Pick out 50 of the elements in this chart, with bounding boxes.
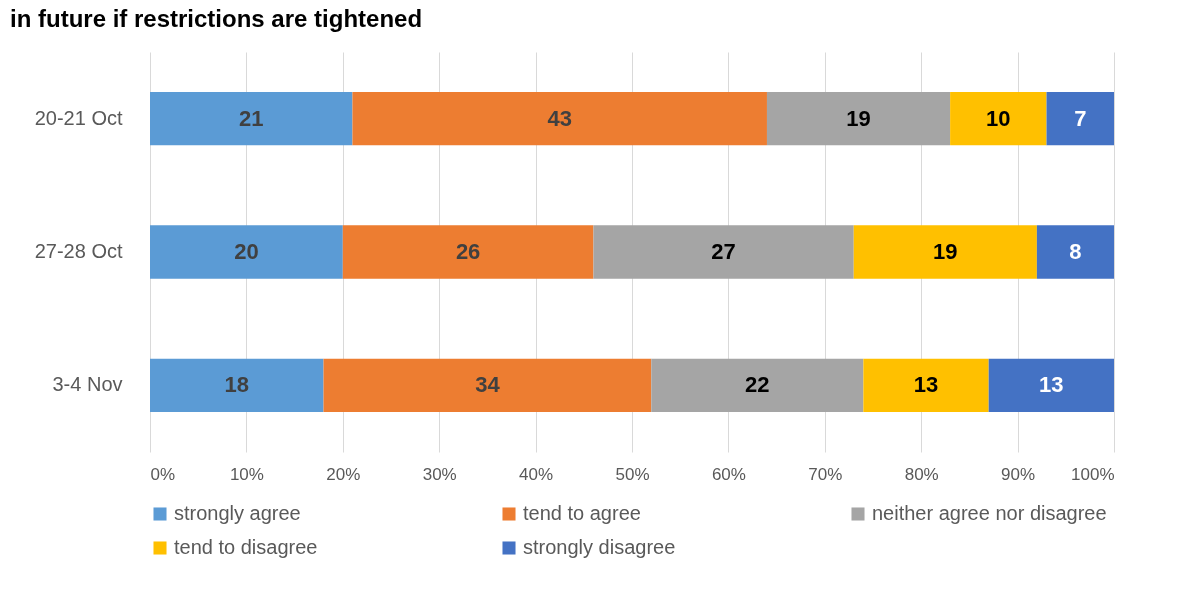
data-label: 20 <box>234 239 259 264</box>
legend-label: tend to disagree <box>174 536 318 558</box>
data-label: 19 <box>846 105 871 131</box>
data-label: 13 <box>913 372 939 398</box>
bar <box>150 358 324 412</box>
x-tick-label: 10% <box>229 464 264 484</box>
data-label: 26 <box>455 239 481 264</box>
x-tick-label: 40% <box>519 464 554 484</box>
bar <box>342 225 594 279</box>
bar <box>853 225 1037 279</box>
x-tick-label: 30% <box>422 464 457 484</box>
x-tick-label: 20% <box>326 464 361 484</box>
legend-label: tend to agree <box>523 502 641 524</box>
y-tick-label: 27-28 Oct <box>34 240 123 262</box>
bar <box>593 225 854 279</box>
data-label: 21 <box>238 105 264 131</box>
bar <box>863 358 989 412</box>
legend-label: strongly agree <box>174 502 301 524</box>
x-tick-label: 100% <box>1071 464 1115 484</box>
y-tick-label: 20-21 Oct <box>34 106 123 129</box>
x-tick-label: 50% <box>615 464 650 484</box>
bar <box>651 358 864 412</box>
bar <box>766 92 951 146</box>
bar <box>352 92 767 146</box>
bar <box>950 92 1047 146</box>
bar <box>1046 92 1114 146</box>
x-tick-label: 60% <box>711 464 746 484</box>
y-tick-label: 3-4 Nov <box>52 373 123 396</box>
bar <box>1036 225 1114 279</box>
x-tick-label: 90% <box>1001 464 1036 484</box>
chart-title: in future if restrictions are tightened <box>10 5 423 32</box>
data-label: 18 <box>224 372 249 398</box>
data-label: 43 <box>547 105 572 131</box>
bar <box>150 92 353 146</box>
bar <box>988 358 1114 412</box>
data-label: 7 <box>1074 105 1087 131</box>
data-label: 22 <box>745 372 770 398</box>
x-tick-label: 70% <box>808 464 843 484</box>
data-label: 10 <box>986 105 1011 131</box>
data-label: 27 <box>711 239 736 264</box>
bar <box>150 225 343 279</box>
legend-label: neither agree nor disagree <box>872 502 1107 524</box>
x-tick-label: 80% <box>904 464 939 484</box>
data-label: 13 <box>1039 372 1064 398</box>
x-tick-label: 0% <box>150 464 176 484</box>
data-label: 8 <box>1069 239 1082 264</box>
data-label: 19 <box>933 239 958 264</box>
bar <box>323 358 652 412</box>
data-label: 34 <box>475 372 501 398</box>
legend-label: strongly disagree <box>523 536 676 558</box>
